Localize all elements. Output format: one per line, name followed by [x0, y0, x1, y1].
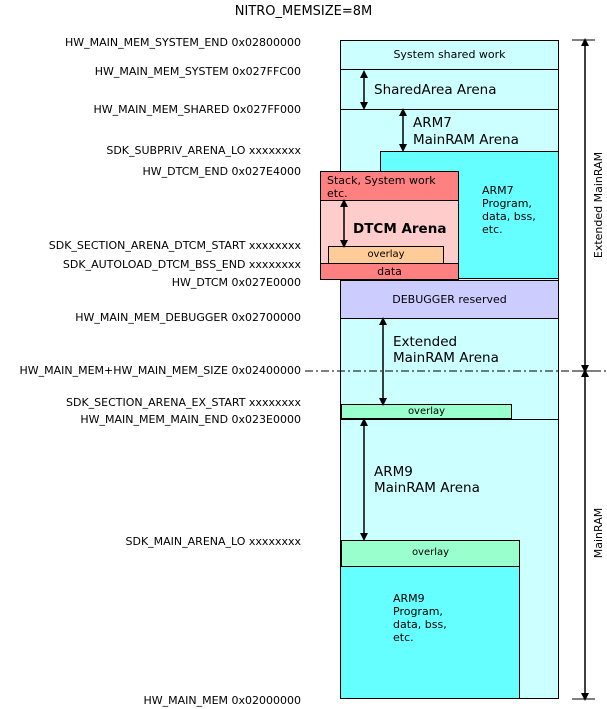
- debugger-reserved-label: DEBUGGER reserved: [392, 293, 507, 306]
- label-dtcm: HW_DTCM 0x027E0000: [171, 276, 301, 289]
- label-autoload-bss-end: SDK_AUTOLOAD_DTCM_BSS_END xxxxxxxx: [62, 258, 301, 271]
- arm9-program-label-1: ARM9: [393, 592, 425, 605]
- block-dtcm-data: data: [320, 263, 459, 280]
- block-ex-overlay: overlay: [341, 404, 512, 419]
- block-arm9-program: ARM9 Program, data, bss, etc.: [340, 566, 520, 699]
- mainram-side-label: MainRAM: [592, 508, 605, 558]
- label-dtcm-end: HW_DTCM_END 0x027E4000: [142, 165, 301, 178]
- block-shared-area-arena: SharedArea Arena: [340, 69, 559, 110]
- label-system: HW_MAIN_MEM_SYSTEM 0x027FFC00: [94, 65, 301, 78]
- diagram-title: NITRO_MEMSIZE=8M: [234, 4, 373, 19]
- block-debugger-reserved: DEBUGGER reserved: [340, 280, 559, 319]
- label-subpriv-arena-lo: SDK_SUBPRIV_ARENA_LO xxxxxxxx: [106, 144, 301, 157]
- label-main-mem-size: HW_MAIN_MEM+HW_MAIN_MEM_SIZE 0x02400000: [19, 364, 301, 377]
- arm7-program-label-3: data, bss,: [482, 210, 536, 223]
- label-system-end: HW_MAIN_MEM_SYSTEM_END 0x02800000: [64, 36, 301, 49]
- arm7-arena-label-2: MainRAM Arena: [413, 132, 519, 148]
- extended-arena-label-1: Extended: [393, 334, 458, 350]
- extended-mainram-side-label: Extended MainRAM: [592, 152, 605, 258]
- main-overlay-label: overlay: [411, 547, 450, 558]
- label-main-mem: HW_MAIN_MEM 0x02000000: [143, 694, 301, 707]
- stack-label-2: etc.: [327, 187, 348, 200]
- arm9-program-label-4: etc.: [393, 631, 414, 644]
- label-dtcm-start: SDK_SECTION_ARENA_DTCM_START xxxxxxxx: [48, 239, 301, 252]
- stack-label-1: Stack, System work: [327, 174, 436, 187]
- arm7-program-label-4: etc.: [482, 223, 503, 236]
- label-ex-start: SDK_SECTION_ARENA_EX_START xxxxxxxx: [66, 396, 301, 409]
- arm9-arena-label-2: MainRAM Arena: [374, 480, 480, 496]
- dtcm-overlay-label: overlay: [367, 249, 405, 260]
- arm7-program-label-2: Program,: [482, 197, 532, 210]
- dtcm-data-label: data: [377, 265, 402, 278]
- arm9-arena-label-1: ARM9: [374, 464, 413, 480]
- shared-area-arena-label: SharedArea Arena: [374, 82, 497, 98]
- arm9-program-label-2: Program,: [393, 605, 443, 618]
- label-main-arena-lo: SDK_MAIN_ARENA_LO xxxxxxxx: [125, 535, 302, 548]
- label-debugger: HW_MAIN_MEM_DEBUGGER 0x02700000: [75, 311, 301, 324]
- arm7-program-label-1: ARM7: [482, 184, 514, 197]
- block-extended-mainram-arena: Extended MainRAM Arena: [340, 318, 559, 420]
- system-shared-work-label: System shared work: [393, 48, 506, 61]
- block-stack-system-work: Stack, System work etc.: [320, 171, 459, 201]
- ex-overlay-label: overlay: [407, 406, 446, 417]
- label-shared: HW_MAIN_MEM_SHARED 0x027FF000: [93, 103, 301, 116]
- dtcm-arena-label: DTCM Arena: [353, 221, 447, 237]
- extended-arena-label-2: MainRAM Arena: [393, 350, 499, 366]
- block-main-overlay: overlay: [341, 540, 520, 567]
- label-main-end: HW_MAIN_MEM_MAIN_END 0x023E0000: [80, 413, 301, 426]
- arm7-arena-label-1: ARM7: [413, 115, 452, 131]
- arm9-program-label-3: data, bss,: [393, 618, 447, 631]
